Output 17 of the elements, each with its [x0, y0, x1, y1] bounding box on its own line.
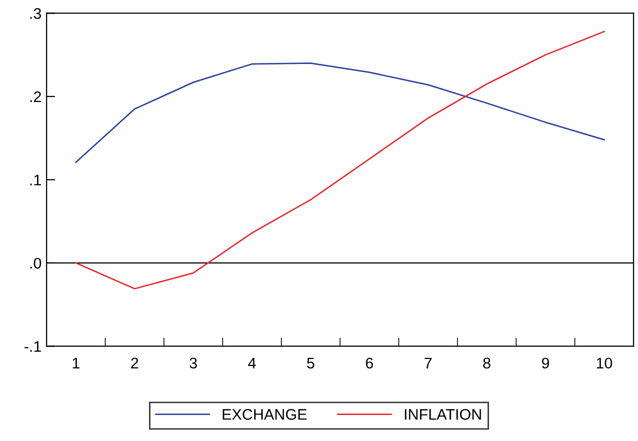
- x-tick-label: 2: [131, 358, 138, 368]
- legend-label: EXCHANGE: [222, 409, 307, 420]
- x-tick-label: 5: [307, 358, 314, 369]
- x-tick-label: 6: [366, 358, 373, 369]
- legend-label: INFLATION: [404, 409, 481, 420]
- x-tick-label: 10: [596, 358, 612, 369]
- y-tick-label: .1: [30, 174, 41, 186]
- x-tick-label: 7: [424, 358, 432, 368]
- y-tick-label: .3: [30, 8, 42, 19]
- y-tick-label: .2: [30, 91, 41, 102]
- x-tick-label: 1: [72, 358, 80, 368]
- y-tick-label: .0: [30, 258, 42, 269]
- y-tick-label: -.1: [24, 341, 41, 352]
- x-tick-label: 8: [483, 358, 490, 369]
- x-tick-label: 3: [190, 358, 197, 369]
- x-tick-label: 4: [248, 358, 256, 368]
- x-tick-label: 9: [542, 358, 550, 369]
